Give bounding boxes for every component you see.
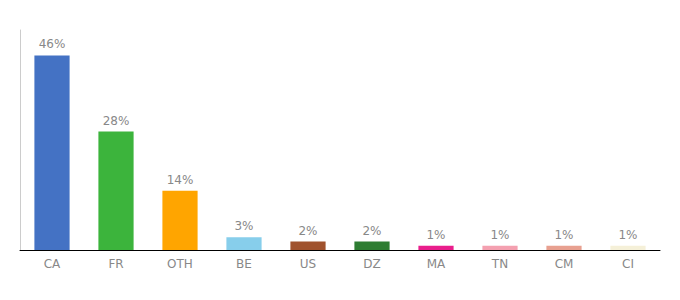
svg-text:CI: CI [622, 257, 634, 271]
svg-text:US: US [300, 257, 316, 271]
svg-text:1%: 1% [618, 228, 637, 242]
svg-text:28%: 28% [103, 114, 130, 128]
svg-text:CA: CA [44, 257, 61, 271]
svg-text:TN: TN [491, 257, 508, 271]
svg-text:1%: 1% [490, 228, 509, 242]
svg-text:1%: 1% [554, 228, 573, 242]
svg-text:OTH: OTH [167, 257, 193, 271]
svg-text:MA: MA [427, 257, 446, 271]
svg-text:FR: FR [108, 257, 123, 271]
svg-text:2%: 2% [362, 224, 381, 238]
svg-text:3%: 3% [234, 219, 253, 233]
svg-text:1%: 1% [426, 228, 445, 242]
svg-text:14%: 14% [167, 173, 194, 187]
svg-text:46%: 46% [39, 37, 66, 51]
svg-text:BE: BE [236, 257, 252, 271]
svg-text:2%: 2% [298, 224, 317, 238]
svg-text:CM: CM [555, 257, 574, 271]
svg-text:DZ: DZ [363, 257, 380, 271]
